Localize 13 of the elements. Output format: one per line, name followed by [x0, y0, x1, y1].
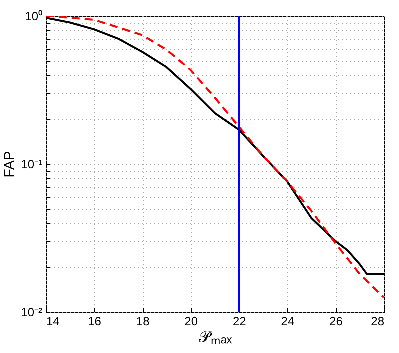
x-tick-label: 20 — [184, 314, 198, 328]
x-axis-title: 𝒫ₘₐₓ — [198, 330, 233, 346]
y-tick-label: 10⁻² — [21, 306, 43, 320]
x-tick-label: 16 — [88, 314, 102, 328]
y-axis-title: FAP — [1, 151, 18, 178]
x-tick-label: 14 — [46, 314, 60, 328]
y-tick-label: 10⁰ — [25, 10, 42, 24]
y-tick-label: 10⁻¹ — [21, 158, 43, 172]
x-tick-label: 22 — [232, 314, 247, 328]
x-tick-label: 28 — [371, 314, 385, 328]
x-tick-label: 18 — [136, 314, 150, 328]
x-tick-label: 26 — [330, 314, 344, 328]
x-tick-label: 24 — [281, 314, 295, 328]
